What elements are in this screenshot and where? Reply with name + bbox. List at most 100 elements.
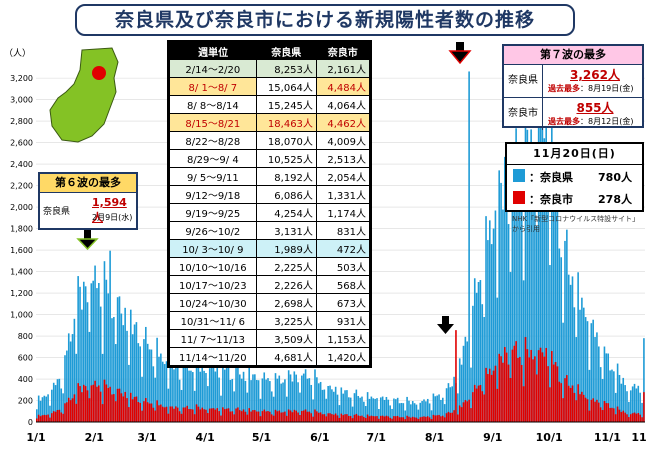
bar-city <box>90 385 93 422</box>
bar-city <box>79 386 81 422</box>
bar-prefecture <box>393 398 395 422</box>
bar-city <box>430 419 433 422</box>
bar-city <box>547 366 549 422</box>
bar-prefecture <box>193 390 196 422</box>
bar-city <box>601 410 604 422</box>
bar-city <box>304 409 307 422</box>
bar-prefecture <box>346 390 348 422</box>
bar-prefecture <box>229 379 232 422</box>
bar-prefecture <box>176 365 179 422</box>
bar-prefecture <box>197 360 200 422</box>
bar-prefecture <box>618 374 621 422</box>
wave7-row-pref: 奈良県 3,262人 過去最多：8月19日(金) <box>504 65 642 98</box>
bar-prefecture <box>515 128 517 422</box>
bar-prefecture <box>586 321 589 422</box>
bar-prefecture <box>575 337 578 422</box>
bar-city <box>131 399 134 422</box>
bar-prefecture <box>60 388 63 422</box>
bar-prefecture <box>145 326 147 422</box>
bar-city <box>265 411 267 422</box>
bar-city <box>402 417 405 422</box>
bar-prefecture <box>114 344 117 422</box>
bar-city <box>193 414 196 422</box>
bar-city <box>584 397 587 422</box>
bar-prefecture <box>387 399 390 422</box>
bar-city <box>280 412 282 422</box>
bar-city <box>137 401 140 422</box>
bar-prefecture <box>436 395 438 422</box>
bar-city <box>428 417 431 422</box>
bar-city <box>235 408 237 422</box>
nara-map-icon <box>49 47 119 143</box>
bar-city <box>460 407 463 422</box>
bar-city <box>169 406 172 422</box>
bar-city <box>252 410 254 422</box>
bar-city <box>146 402 149 422</box>
bar-prefecture <box>378 409 380 422</box>
table-cell-city: 4,009人 <box>315 131 372 150</box>
bar-city <box>342 415 344 422</box>
bar-city <box>643 392 645 422</box>
bar-prefecture <box>56 379 59 422</box>
bar-city <box>434 415 437 422</box>
bar-city <box>398 417 401 422</box>
bar-prefecture <box>470 367 472 422</box>
bar-city <box>66 402 68 422</box>
bar-city <box>323 414 326 422</box>
legend-city-name: ：奈良市 <box>529 193 573 206</box>
bar-city <box>282 412 284 422</box>
bar-prefecture <box>36 409 38 422</box>
bar-prefecture <box>336 394 339 422</box>
bar-city <box>351 418 354 422</box>
legend-pref: ：奈良県 780人 <box>507 165 642 187</box>
bar-city <box>588 410 591 422</box>
bar-city <box>116 388 119 422</box>
bar-city <box>624 412 626 422</box>
bar-city <box>455 330 457 422</box>
bar-city <box>175 406 177 422</box>
bar-prefecture <box>381 396 384 422</box>
bar-prefecture <box>205 373 207 422</box>
bar-city <box>522 386 525 422</box>
bar-prefecture <box>449 387 452 422</box>
wave7-city-label: 奈良市 <box>504 98 543 130</box>
bar-city <box>364 418 367 422</box>
bar-city <box>370 415 373 422</box>
y-tick-label: 0 <box>28 418 33 427</box>
bar-prefecture <box>554 157 557 422</box>
bar-city <box>306 411 309 422</box>
bar-prefecture <box>594 336 596 422</box>
bar-prefecture <box>278 375 281 422</box>
bar-prefecture <box>616 363 619 422</box>
bar-city <box>105 384 108 422</box>
bar-prefecture <box>477 282 480 422</box>
bar-city <box>641 417 643 422</box>
bar-city <box>229 411 232 422</box>
bar-city <box>614 414 617 422</box>
wave6-title: 第６波の最多 <box>40 174 136 193</box>
bar-prefecture <box>252 374 254 422</box>
bar-prefecture <box>178 379 181 422</box>
bar-city <box>385 415 388 422</box>
bar-city <box>594 401 596 422</box>
bar-city <box>406 415 408 422</box>
bar-prefecture <box>364 406 367 422</box>
bar-prefecture <box>154 377 157 422</box>
bar-city <box>171 406 173 422</box>
bar-prefecture <box>601 379 604 422</box>
bar-prefecture <box>180 389 183 422</box>
wave7-pref-prev-date: ：8月19日(金) <box>580 84 634 93</box>
bar-city <box>443 417 446 422</box>
bar-prefecture <box>272 396 275 422</box>
bar-city <box>272 415 275 422</box>
y-tick-label: 1,400 <box>10 268 33 277</box>
x-tick-label: 5/1 <box>252 431 271 444</box>
bar-city <box>173 408 175 422</box>
bar-prefecture <box>526 129 529 422</box>
bar-city <box>626 414 628 422</box>
bar-prefecture <box>372 398 375 422</box>
bar-prefecture <box>220 395 222 422</box>
bar-city <box>473 384 476 422</box>
wave7-pref-label: 奈良県 <box>504 65 543 97</box>
bar-city <box>321 414 324 422</box>
